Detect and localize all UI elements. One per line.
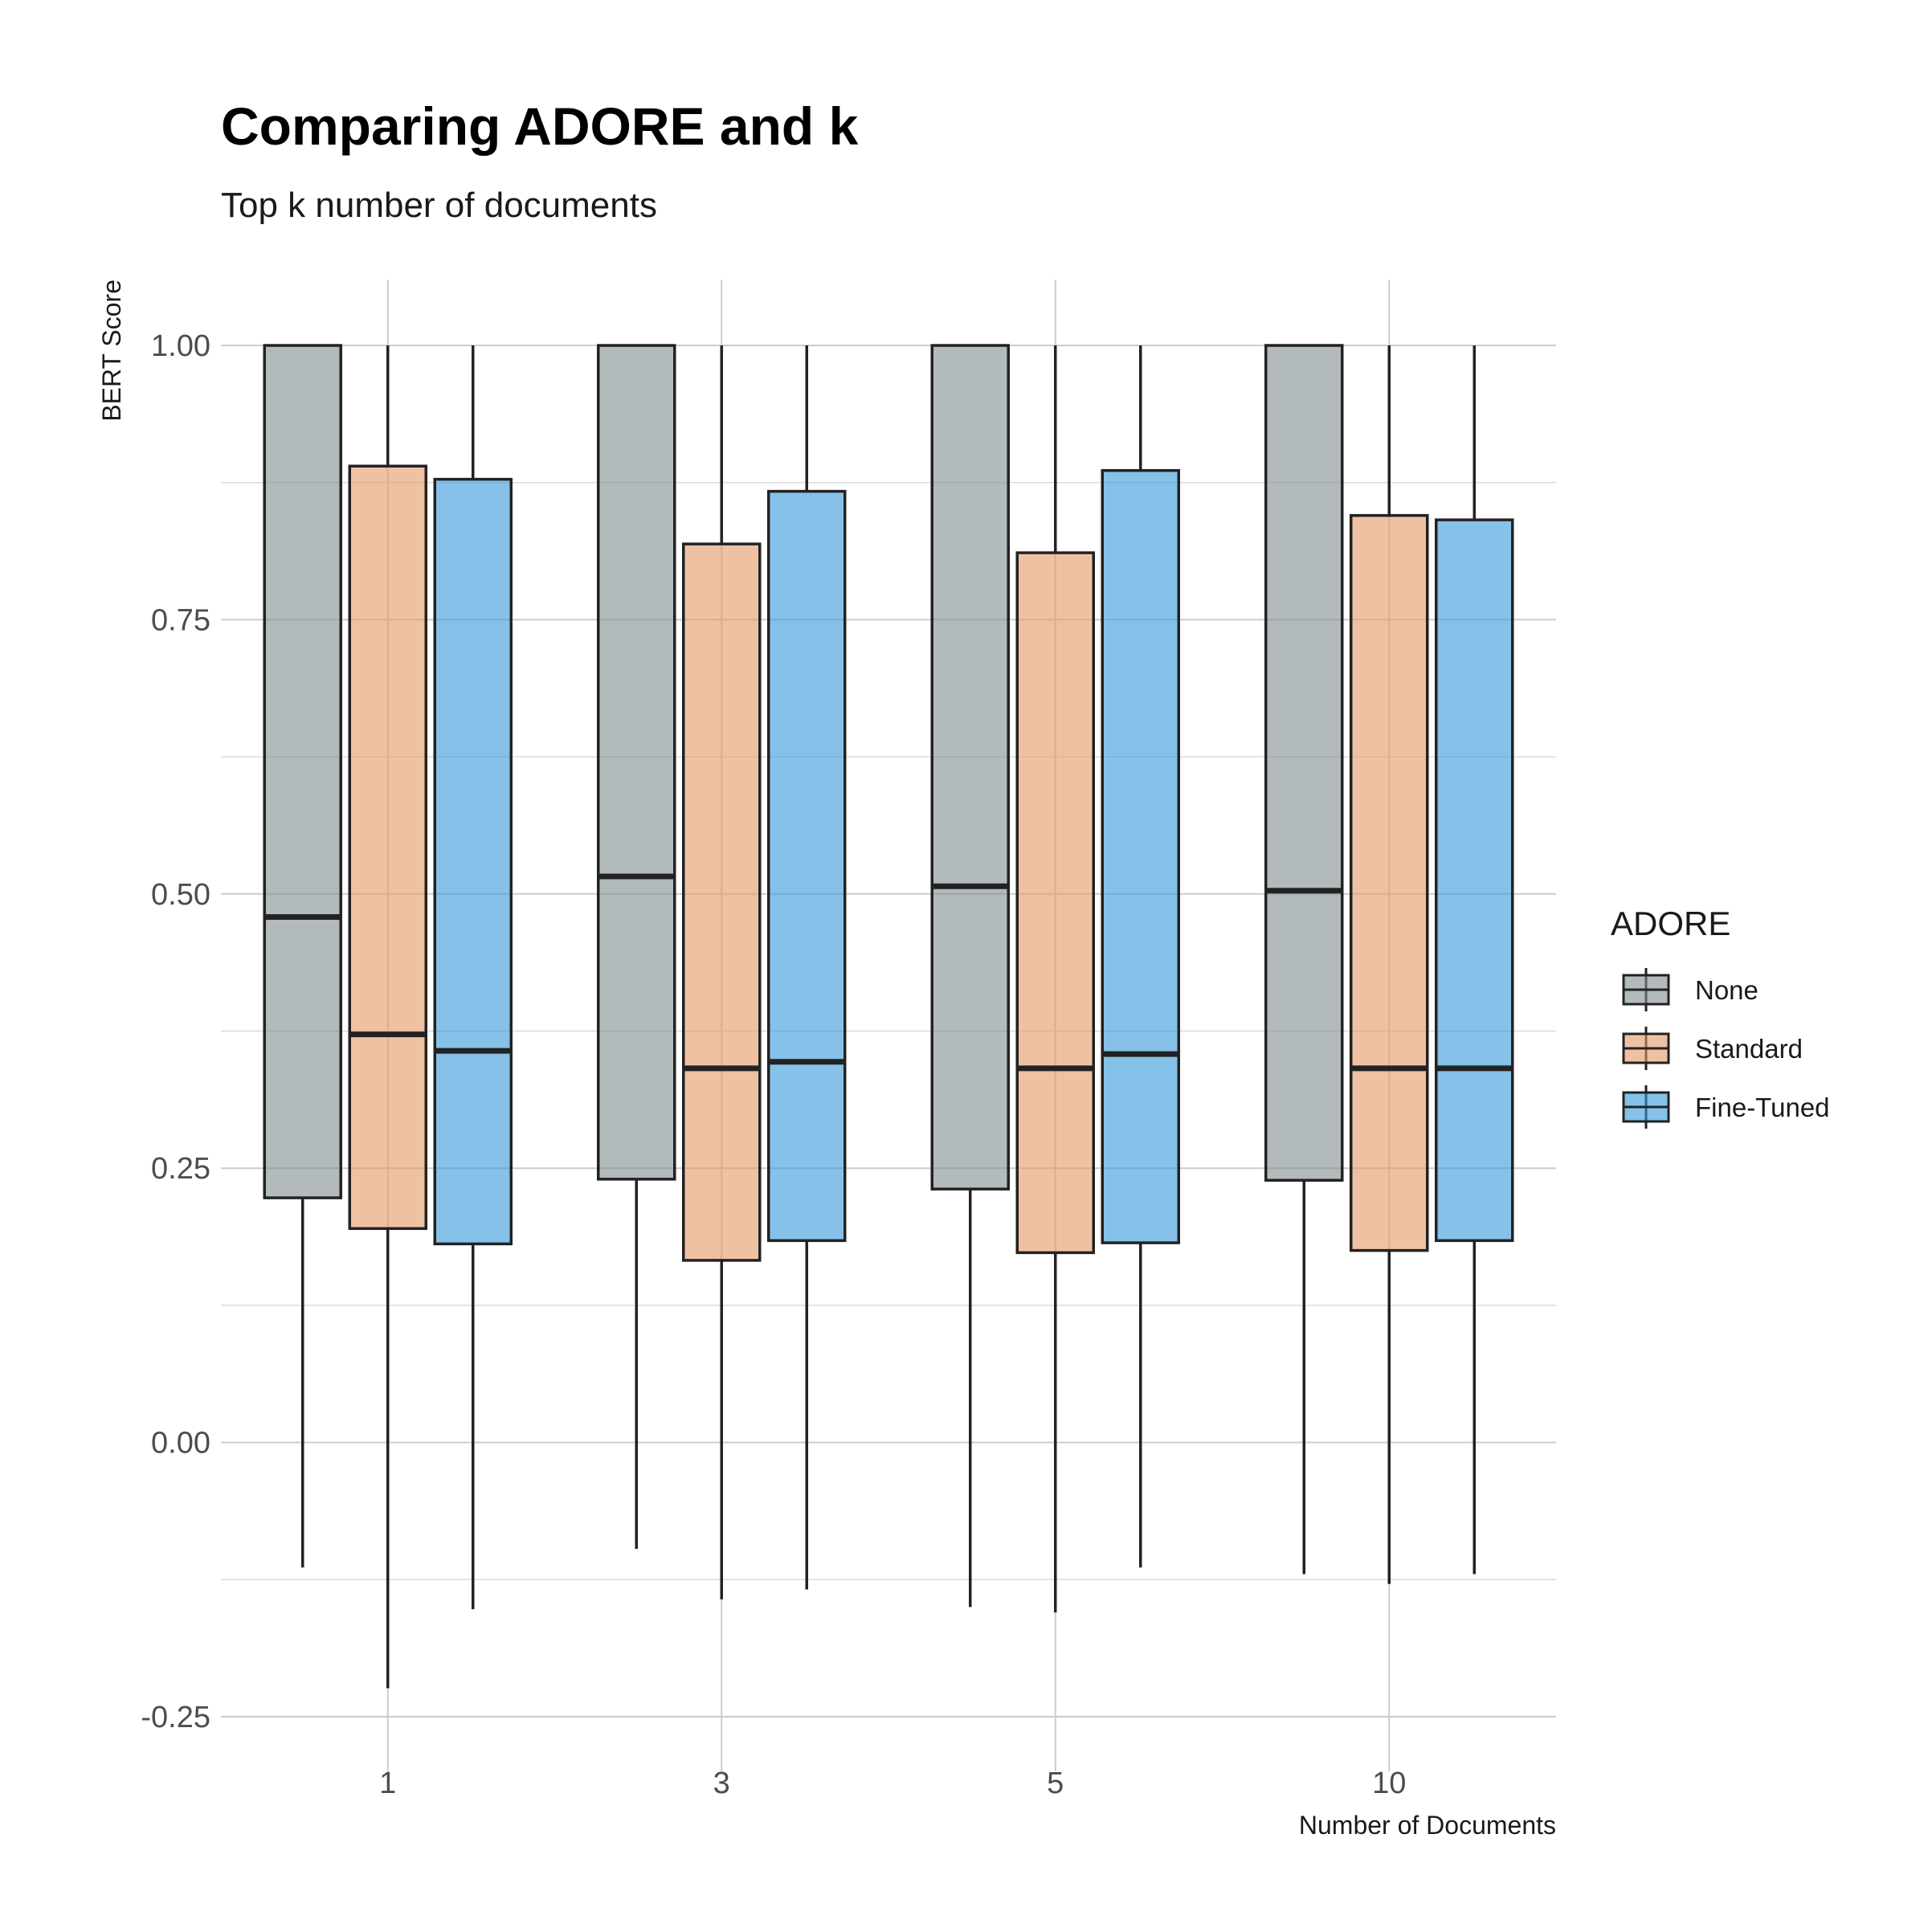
- box-standard-5: [1015, 345, 1095, 1613]
- x-tick-label: 10: [1372, 1767, 1406, 1800]
- legend: ADORE None Standard Fine-Tuned: [1611, 905, 1830, 1129]
- box-body: [1264, 344, 1344, 1182]
- y-tick-label: 0.50: [151, 878, 210, 912]
- box-body: [930, 344, 1010, 1191]
- legend-title: ADORE: [1611, 905, 1730, 942]
- legend-key-none: None: [1622, 968, 1758, 1011]
- box-body: [1435, 518, 1514, 1243]
- box-body: [1350, 513, 1429, 1252]
- legend-label: None: [1695, 975, 1758, 1005]
- legend-key-fine-tuned: Fine-Tuned: [1622, 1085, 1830, 1129]
- box-body: [597, 344, 676, 1181]
- y-tick-label: 0.00: [151, 1427, 210, 1460]
- box-body: [767, 489, 847, 1243]
- box-standard-3: [682, 345, 762, 1599]
- chart-subtitle: Top k number of documents: [221, 186, 657, 225]
- box-body: [1015, 551, 1095, 1255]
- box-fine-tuned-10: [1435, 345, 1514, 1575]
- legend-label: Standard: [1695, 1034, 1803, 1064]
- x-axis-ticks: 1 3 5 10: [379, 1767, 1406, 1800]
- y-axis-title: BERT Score: [97, 280, 126, 422]
- box-body: [1101, 468, 1180, 1244]
- box-fine-tuned-3: [767, 345, 847, 1590]
- x-axis-title: Number of Documents: [1299, 1811, 1556, 1840]
- x-tick-label: 3: [713, 1767, 730, 1800]
- x-tick-label: 5: [1047, 1767, 1064, 1800]
- box-body: [433, 477, 513, 1246]
- box-none-5: [930, 344, 1010, 1607]
- box-body: [682, 542, 762, 1262]
- box-none-1: [263, 344, 342, 1568]
- box-none-10: [1264, 344, 1344, 1575]
- box-body: [263, 344, 342, 1199]
- y-tick-label: 1.00: [151, 329, 210, 363]
- box-none-3: [597, 344, 676, 1550]
- box-standard-10: [1350, 345, 1429, 1584]
- box-fine-tuned-1: [433, 345, 513, 1610]
- y-tick-label: 0.75: [151, 603, 210, 637]
- y-axis-ticks: -0.25 0.00 0.25 0.50 0.75 1.00: [141, 329, 210, 1734]
- x-tick-label: 1: [379, 1767, 396, 1800]
- box-standard-1: [348, 345, 427, 1689]
- y-tick-label: 0.25: [151, 1152, 210, 1186]
- y-tick-label: -0.25: [141, 1701, 210, 1734]
- box-body: [348, 464, 427, 1231]
- legend-label: Fine-Tuned: [1695, 1093, 1830, 1122]
- chart-title: Comparing ADORE and k: [221, 96, 859, 156]
- legend-key-standard: Standard: [1622, 1027, 1803, 1070]
- box-fine-tuned-5: [1101, 345, 1180, 1568]
- boxes: [263, 344, 1514, 1689]
